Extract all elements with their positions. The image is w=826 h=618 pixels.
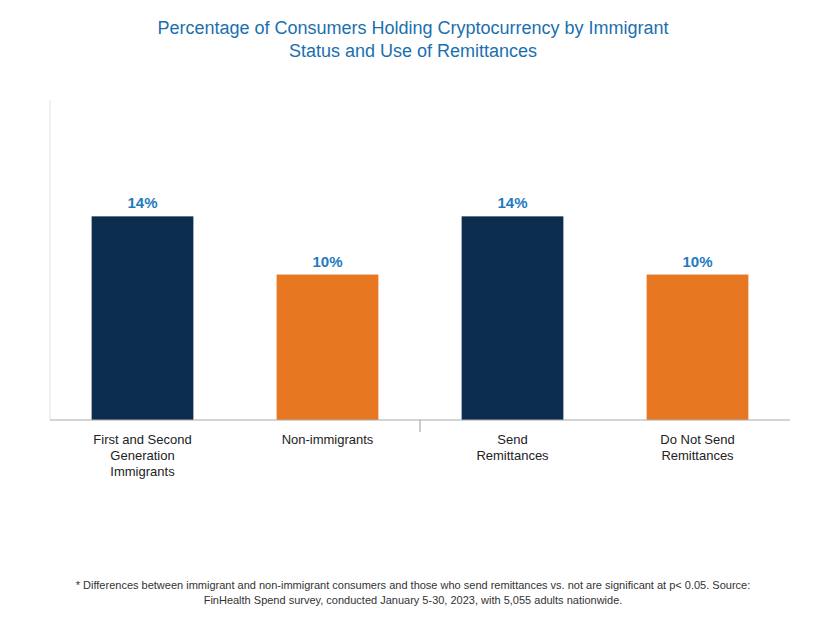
bars	[92, 216, 749, 420]
group-divider	[419, 420, 420, 432]
y-axis-line	[50, 100, 51, 420]
x-tick-label: SendRemittances	[476, 432, 549, 463]
x-tick-label: First and SecondGenerationImmigrants	[93, 432, 191, 479]
title: Percentage of Consumers Holding Cryptocu…	[157, 18, 668, 61]
bar	[277, 275, 379, 420]
data-label: 10%	[312, 253, 342, 270]
bar	[92, 216, 194, 420]
footnote: * Differences between immigrant and non-…	[76, 579, 751, 606]
data-label: 14%	[127, 194, 157, 211]
bar	[647, 275, 749, 420]
chart: Percentage of Consumers Holding Cryptocu…	[0, 0, 826, 618]
x-tick-label: Do Not SendRemittances	[660, 432, 734, 463]
x-tick-label: Non-immigrants	[282, 432, 374, 447]
background	[0, 0, 826, 618]
bar	[462, 216, 564, 420]
data-label: 10%	[682, 253, 712, 270]
data-label: 14%	[497, 194, 527, 211]
